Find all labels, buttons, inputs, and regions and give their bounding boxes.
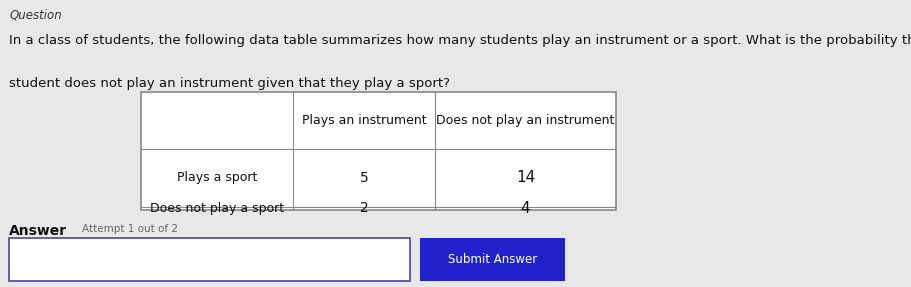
Text: In a class of students, the following data table summarizes how many students pl: In a class of students, the following da…: [9, 34, 911, 47]
Text: Plays a sport: Plays a sport: [177, 171, 257, 185]
Text: Answer: Answer: [9, 224, 67, 238]
Text: 2: 2: [360, 201, 368, 215]
Text: student does not play an instrument given that they play a sport?: student does not play an instrument give…: [9, 77, 450, 90]
Text: Does not play an instrument: Does not play an instrument: [435, 114, 614, 127]
Text: 14: 14: [516, 170, 535, 185]
Text: 4: 4: [520, 201, 529, 216]
Text: Submit Answer: Submit Answer: [447, 253, 537, 266]
Text: Attempt 1 out of 2: Attempt 1 out of 2: [82, 224, 178, 234]
Text: Does not play a sport: Does not play a sport: [150, 201, 284, 215]
Text: Question: Question: [9, 9, 62, 22]
Text: 5: 5: [360, 171, 368, 185]
Text: Plays an instrument: Plays an instrument: [302, 114, 426, 127]
